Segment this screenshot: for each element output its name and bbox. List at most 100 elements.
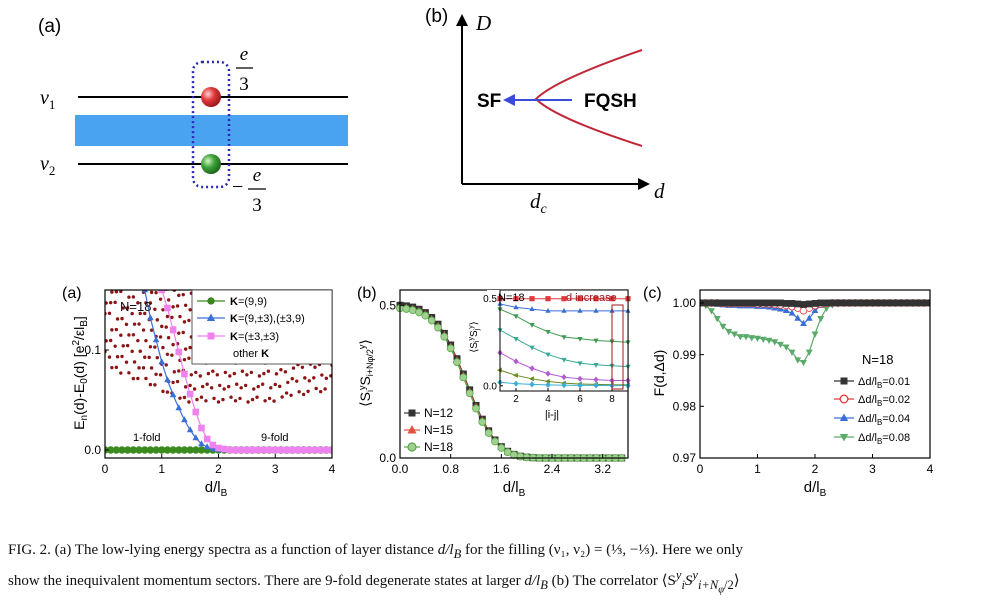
point-square: [328, 446, 332, 454]
point-square: [713, 299, 721, 307]
inset-xlabel: |i-j|: [545, 409, 559, 421]
point-tri-down: [805, 349, 813, 356]
other-k-level: [187, 356, 191, 360]
other-k-level: [307, 379, 311, 383]
legend-label-001: Δd/lB=0.01: [858, 376, 910, 390]
other-k-level: [119, 333, 123, 337]
other-k-level: [215, 373, 219, 377]
other-k-level: [119, 371, 123, 375]
other-k-level: [107, 311, 112, 315]
point-triangle: [198, 440, 205, 447]
other-k-level: [200, 384, 205, 389]
other-k-level: [127, 333, 131, 337]
panel-c-xtick-label: 1: [754, 462, 761, 476]
other-k-level: [138, 311, 142, 316]
point-square: [869, 299, 876, 307]
inset-point: [513, 304, 519, 310]
legend-label-002: Δd/lB=0.02: [858, 394, 910, 408]
other-k-level: [278, 384, 282, 389]
other-k-level: [155, 318, 159, 322]
other-k-level: [124, 322, 129, 327]
other-k-level: [105, 301, 108, 305]
bottom-charge-sign: −: [232, 176, 243, 198]
other-k-level: [188, 345, 192, 350]
other-k-level: [263, 399, 267, 403]
panel-b-axes: 0.0 0.8 1.6 2.4 3.2 0.0 0.5: [379, 298, 611, 476]
other-k-level: [126, 306, 130, 310]
transition-arrowhead: [503, 94, 515, 106]
inset-point: [593, 382, 599, 389]
other-k-level: [256, 384, 260, 389]
other-k-level: [165, 352, 170, 356]
phase-y-label: D: [475, 11, 491, 35]
figure-caption: FIG. 2. (a) The low-lying energy spectra…: [8, 540, 993, 601]
point-N=18: [497, 444, 506, 452]
point-triangle: [147, 314, 154, 321]
point-tri-down: [800, 359, 807, 367]
other-k-level: [115, 355, 120, 359]
point-triangle: [800, 319, 807, 326]
nu1-label: ν1: [40, 87, 55, 112]
inset-point: [513, 336, 519, 342]
point-N=18: [427, 316, 436, 325]
point-square: [266, 446, 273, 454]
other-k-level: [160, 324, 164, 329]
point-square: [800, 301, 807, 308]
other-k-level: [170, 353, 174, 357]
panel-c: (c) F(d,Δd) 0 1 2 3 4 0.97 0.98 0.99 1.00 d/lB N…: [643, 285, 934, 499]
other-k-level: [267, 396, 272, 401]
panel-c-n-label: N=18: [862, 352, 893, 367]
inset-point: [529, 323, 535, 328]
point-square: [186, 390, 194, 398]
other-k-level: [209, 386, 214, 390]
point-square: [731, 299, 738, 307]
dotted-box: [191, 60, 231, 189]
other-k-level: [127, 295, 131, 299]
sf-phase-label: SF: [477, 91, 501, 112]
legend-label-k33: K=(±3,±3): [230, 331, 279, 343]
other-k-level: [107, 355, 112, 359]
other-k-level: [301, 284, 304, 287]
panel-b-ylabel: ⟨SiySi+Nφ/2y⟩: [357, 339, 375, 407]
legend-marker-002: [839, 394, 849, 404]
other-k-level: [148, 280, 151, 283]
point-square: [254, 446, 262, 454]
other-k-level: [252, 387, 256, 391]
point-square: [811, 300, 819, 307]
other-k-level: [257, 374, 262, 378]
other-k-level: [161, 308, 165, 312]
point-square: [771, 299, 779, 307]
point-tri-down: [777, 341, 784, 349]
point-tri-down: [748, 335, 756, 342]
other-k-level: [144, 338, 148, 343]
inset-point: [577, 375, 583, 382]
point-tri-down: [794, 357, 802, 364]
other-k-level: [121, 344, 125, 348]
other-k-level: [137, 366, 141, 370]
other-k-level: [204, 399, 208, 403]
other-k-level: [113, 344, 117, 348]
point-square: [249, 446, 256, 454]
other-k-level: [124, 360, 129, 364]
other-k-level: [132, 360, 137, 364]
point-tri-down: [788, 349, 796, 356]
other-k-level: [326, 284, 329, 287]
phase-x-arrow: [638, 178, 650, 190]
point-N=18: [421, 311, 430, 320]
other-k-level: [263, 280, 266, 283]
other-k-level: [148, 345, 153, 349]
point-N=18: [434, 323, 442, 332]
nu2-label: ν2: [40, 153, 55, 178]
point-tri-down: [817, 316, 825, 323]
point-square: [920, 299, 928, 307]
point-square: [736, 299, 744, 307]
panel-c-xtick-label: 0: [697, 462, 704, 476]
panel-c-ytick-label: 0.98: [673, 400, 697, 414]
other-k-level: [141, 366, 146, 370]
other-k-level: [171, 342, 175, 347]
panel-a-ytick-label: 0.0: [84, 443, 101, 457]
barrier-band: [75, 115, 348, 146]
panel-a-n-label: N=18: [120, 299, 151, 314]
other-k-level: [313, 284, 316, 287]
panel-c-ytick-label: 0.97: [673, 451, 697, 465]
